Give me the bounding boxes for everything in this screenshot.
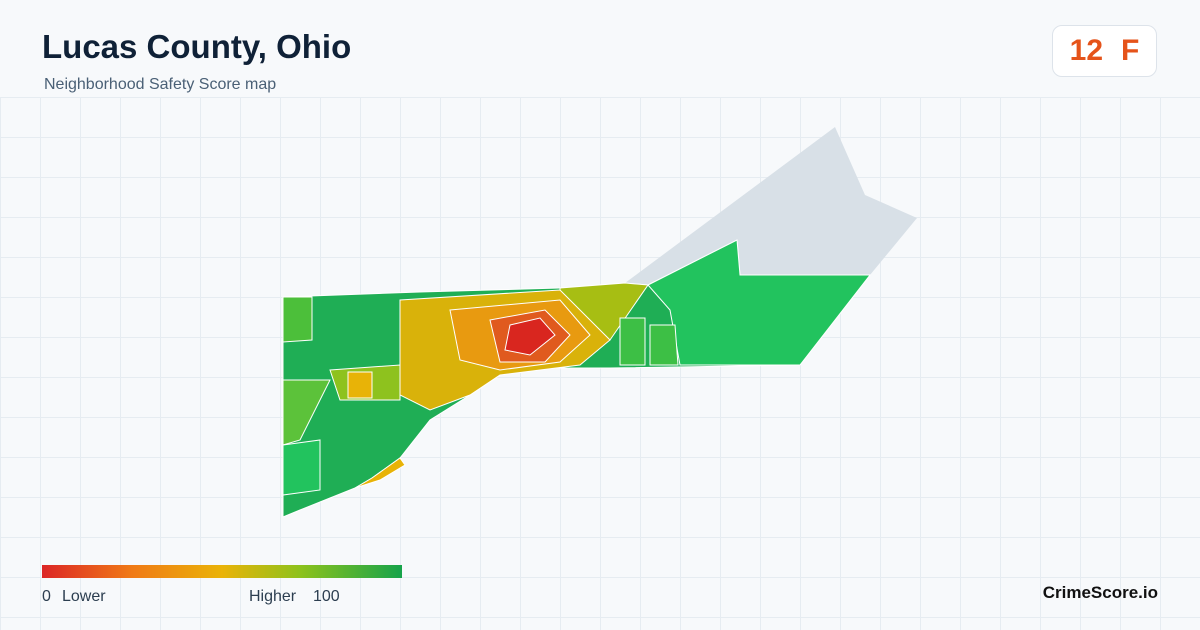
region-core-red xyxy=(504,317,556,356)
legend-min-label: Lower xyxy=(62,588,106,605)
legend-max-label: Higher xyxy=(249,588,297,605)
legend-min: 0 xyxy=(42,588,51,605)
score-badge: 12 F xyxy=(1052,25,1157,77)
subtitle: Neighborhood Safety Score map xyxy=(44,76,277,93)
region-riverside xyxy=(354,457,406,489)
legend-gradient xyxy=(42,565,402,578)
title: Lucas County, Ohio xyxy=(42,28,352,65)
region-east xyxy=(647,239,872,366)
region-sw2 xyxy=(282,439,321,496)
legend-max: 100 xyxy=(313,588,340,605)
region-west xyxy=(282,296,313,343)
region-green3 xyxy=(649,324,679,366)
region-yellow xyxy=(347,371,373,399)
score-grade: F xyxy=(1121,34,1140,67)
score-value: 12 xyxy=(1069,34,1104,67)
region-sw xyxy=(282,379,331,446)
brand: CrimeScore.io xyxy=(1042,583,1158,602)
lake-area xyxy=(625,127,917,285)
region-green2 xyxy=(619,317,646,366)
